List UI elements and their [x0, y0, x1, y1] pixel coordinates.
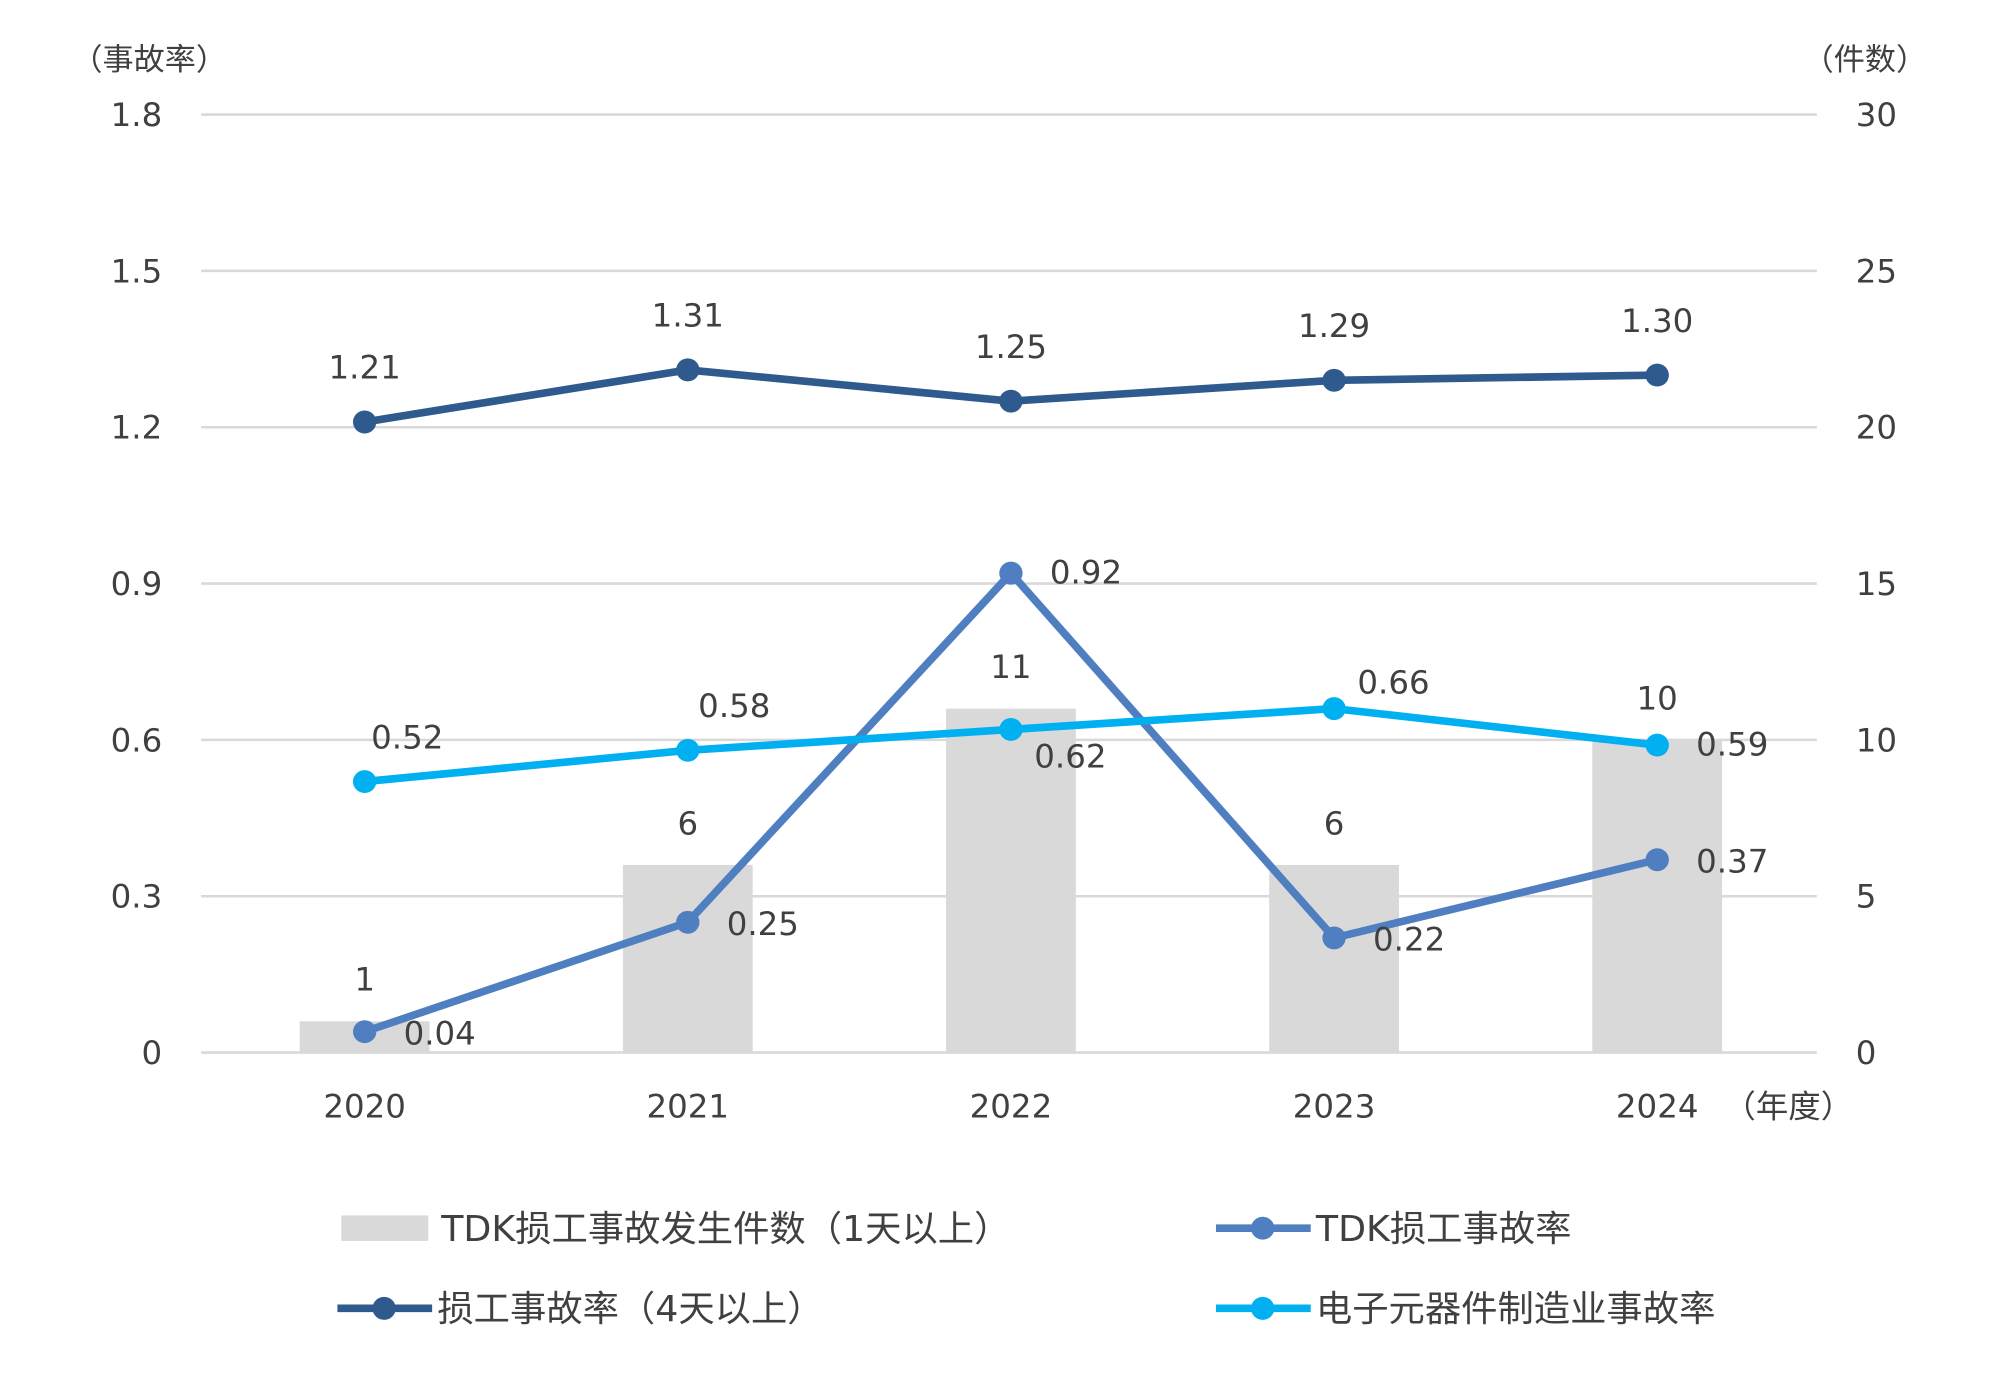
x-axis-unit: （年度）: [1723, 1088, 1853, 1126]
series-2-data-label: 0.22: [1373, 921, 1445, 959]
x-tick-label: 2022: [970, 1088, 1053, 1126]
bar-data-label: 6: [1324, 805, 1345, 843]
right-tick-label: 15: [1856, 565, 1897, 603]
right-tick-label: 30: [1856, 96, 1897, 134]
series-2-data-label: 0.37: [1696, 843, 1768, 881]
left-tick-label: 1.8: [111, 96, 163, 134]
bar-data-label: 6: [677, 805, 698, 843]
x-tick-label: 2023: [1293, 1088, 1376, 1126]
right-tick-label: 5: [1856, 878, 1877, 916]
left-tick-label: 1.5: [111, 253, 163, 291]
x-tick-label: 2024: [1616, 1088, 1699, 1126]
legend-label: TDK损工事故发生件数（1天以上）: [440, 1209, 1010, 1250]
left-tick-label: 0.3: [111, 878, 163, 916]
series-2-data-label: 0.25: [727, 905, 799, 943]
series-2-point: [352, 1020, 377, 1044]
series-2-point: [1322, 926, 1346, 950]
bar-data-label: 10: [1637, 680, 1678, 718]
series-3-point: [676, 358, 700, 382]
series-3-point: [999, 389, 1023, 413]
legend-swatch-bar: [341, 1215, 429, 1241]
right-tick-label: 25: [1856, 253, 1897, 291]
series-4-point: [352, 770, 377, 794]
left-axis-title: （事故率）: [71, 42, 227, 78]
bar: [1269, 864, 1399, 1053]
x-tick-label: 2020: [323, 1088, 406, 1126]
bar: [946, 708, 1076, 1053]
legend-swatch-marker: [1251, 1216, 1275, 1240]
series-4-data-label: 0.52: [371, 719, 443, 757]
series-4-point: [999, 718, 1023, 741]
series-3-data-label: 1.31: [652, 297, 724, 335]
legend-swatch-marker: [1251, 1296, 1275, 1320]
series-3-data-label: 1.21: [329, 349, 401, 387]
left-tick-label: 1.2: [111, 409, 163, 447]
bar: [1592, 739, 1723, 1053]
legend-label: 损工事故率（4天以上）: [437, 1289, 823, 1330]
series-4-data-label: 0.59: [1696, 726, 1768, 764]
series-3-data-label: 1.30: [1621, 302, 1693, 340]
x-tick-label: 2021: [647, 1088, 730, 1126]
series-3-point: [1322, 368, 1346, 392]
series-2-point: [999, 561, 1023, 585]
series-3-point: [1645, 363, 1669, 387]
right-tick-label: 10: [1856, 722, 1897, 760]
right-tick-label: 20: [1856, 409, 1897, 447]
bar: [622, 864, 753, 1053]
left-tick-label: 0.9: [111, 565, 163, 603]
left-tick-label: 0: [142, 1034, 163, 1072]
series-2-point: [1645, 848, 1669, 872]
series-2-point: [676, 910, 700, 934]
series-4-data-label: 0.66: [1357, 664, 1429, 702]
series-3-data-label: 1.25: [975, 328, 1047, 366]
series-4-point: [1645, 733, 1669, 757]
series-4-point: [1322, 697, 1346, 721]
left-tick-label: 0.6: [111, 722, 163, 760]
series-4-point: [676, 738, 700, 762]
series-4-data-label: 0.62: [1034, 738, 1106, 776]
right-axis-title: （件数）: [1803, 42, 1928, 78]
bar-data-label: 11: [990, 648, 1031, 686]
series-3-data-label: 1.29: [1298, 307, 1370, 345]
series-2-data-label: 0.92: [1050, 554, 1122, 592]
series-3-point: [352, 410, 377, 434]
series-2-data-label: 0.04: [404, 1015, 476, 1053]
series-4-data-label: 0.58: [698, 688, 770, 726]
legend-swatch-marker: [372, 1296, 396, 1320]
legend-label: TDK损工事故率: [1315, 1209, 1572, 1250]
bar-data-label: 1: [354, 961, 375, 999]
right-tick-label: 0: [1856, 1034, 1877, 1072]
legend-label: 电子元器件制造业事故率: [1316, 1289, 1716, 1330]
